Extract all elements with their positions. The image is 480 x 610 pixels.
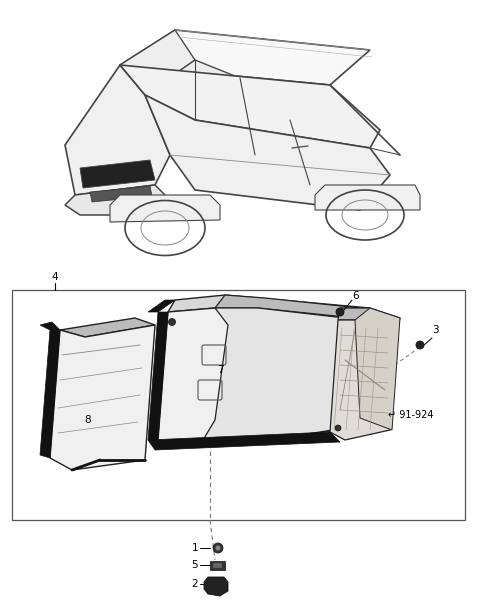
- Polygon shape: [315, 185, 420, 210]
- Polygon shape: [215, 295, 360, 318]
- Polygon shape: [80, 160, 155, 188]
- Text: 5: 5: [192, 560, 198, 570]
- Polygon shape: [40, 322, 60, 330]
- Circle shape: [335, 425, 341, 431]
- Polygon shape: [195, 78, 330, 120]
- Polygon shape: [158, 308, 355, 445]
- Polygon shape: [148, 312, 168, 440]
- Polygon shape: [210, 561, 225, 570]
- Bar: [12, 290, 465, 520]
- Text: 3: 3: [432, 325, 439, 335]
- Polygon shape: [60, 318, 155, 337]
- Polygon shape: [338, 308, 400, 328]
- Polygon shape: [120, 30, 370, 85]
- Polygon shape: [148, 300, 175, 312]
- Polygon shape: [204, 577, 228, 596]
- Polygon shape: [90, 186, 152, 202]
- Text: 1: 1: [192, 543, 198, 553]
- Polygon shape: [65, 185, 170, 215]
- Polygon shape: [120, 65, 380, 148]
- Text: 2: 2: [192, 579, 198, 589]
- Polygon shape: [40, 330, 60, 458]
- Polygon shape: [65, 65, 170, 195]
- Polygon shape: [330, 320, 398, 440]
- Polygon shape: [120, 30, 195, 95]
- Polygon shape: [200, 308, 345, 445]
- Polygon shape: [110, 195, 220, 222]
- Polygon shape: [168, 295, 370, 318]
- Text: 7: 7: [216, 365, 223, 375]
- Text: ↵ 91-924: ↵ 91-924: [388, 410, 433, 420]
- Circle shape: [416, 341, 424, 349]
- Circle shape: [213, 543, 223, 553]
- Polygon shape: [145, 60, 240, 115]
- Polygon shape: [148, 432, 340, 450]
- Text: 6: 6: [352, 291, 359, 301]
- Polygon shape: [355, 308, 400, 430]
- Polygon shape: [145, 95, 390, 210]
- Circle shape: [168, 318, 176, 326]
- Text: 8: 8: [84, 415, 91, 425]
- Polygon shape: [213, 563, 222, 568]
- Polygon shape: [50, 325, 155, 470]
- Text: 4: 4: [52, 272, 58, 282]
- Circle shape: [216, 545, 220, 550]
- Circle shape: [336, 308, 344, 316]
